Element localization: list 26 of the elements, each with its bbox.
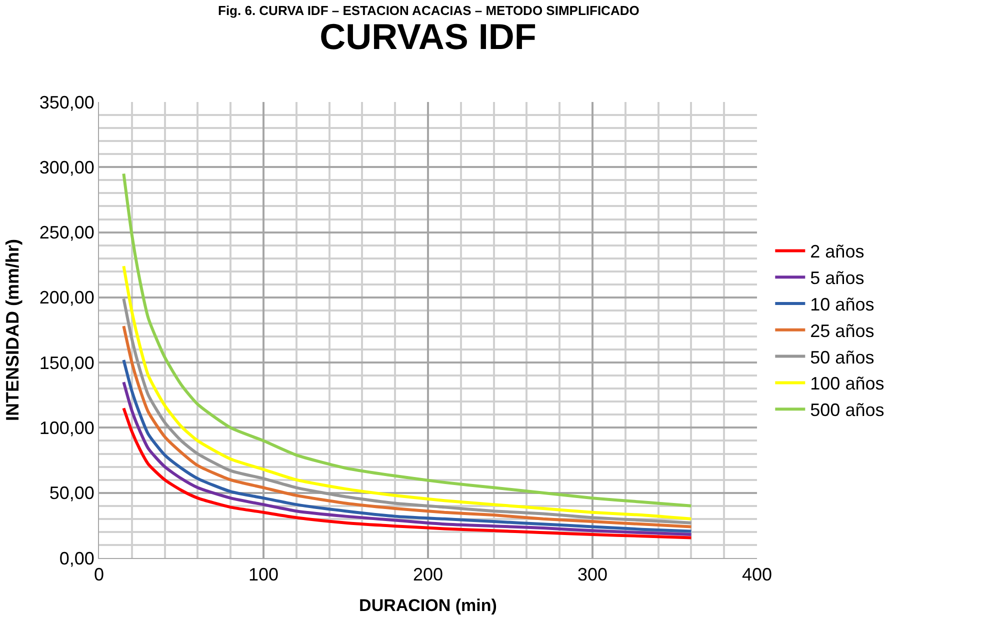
x-tick-label: 0 bbox=[94, 564, 104, 585]
y-tick-label: 300,00 bbox=[39, 157, 94, 178]
y-axis-title: INTENSIDAD (mm/hr) bbox=[2, 238, 23, 422]
y-tick-label: 0,00 bbox=[59, 548, 94, 568]
y-tick-label: 350,00 bbox=[39, 92, 94, 112]
legend-label: 500 años bbox=[810, 400, 884, 420]
line-series bbox=[122, 172, 693, 508]
legend-label: 50 años bbox=[810, 347, 874, 368]
legend-label: 10 años bbox=[810, 294, 874, 315]
x-tick-label: 400 bbox=[742, 564, 772, 585]
chart-title: CURVAS IDF bbox=[320, 16, 536, 58]
y-tick-label: 200,00 bbox=[39, 288, 94, 308]
y-tick-label: 250,00 bbox=[39, 222, 94, 243]
x-axis-title: DURACION (min) bbox=[359, 596, 497, 615]
y-tick-label: 150,00 bbox=[39, 352, 94, 373]
y-tick-label: 100,00 bbox=[39, 418, 94, 438]
legend-label: 25 años bbox=[810, 320, 874, 341]
line-series bbox=[122, 406, 693, 540]
legend-label: 5 años bbox=[810, 268, 864, 288]
x-tick-label: 200 bbox=[412, 564, 444, 585]
caption: Fig. 6. CURVA IDF – ESTACION ACACIAS – METODO SIMPLIFICADO bbox=[218, 3, 640, 18]
legend-label: 2 años bbox=[810, 242, 864, 262]
legend-label: 100 años bbox=[810, 374, 884, 394]
y-tick-label: 50,00 bbox=[49, 483, 94, 504]
x-tick-label: 300 bbox=[577, 564, 608, 585]
x-tick-label: 100 bbox=[248, 564, 279, 585]
